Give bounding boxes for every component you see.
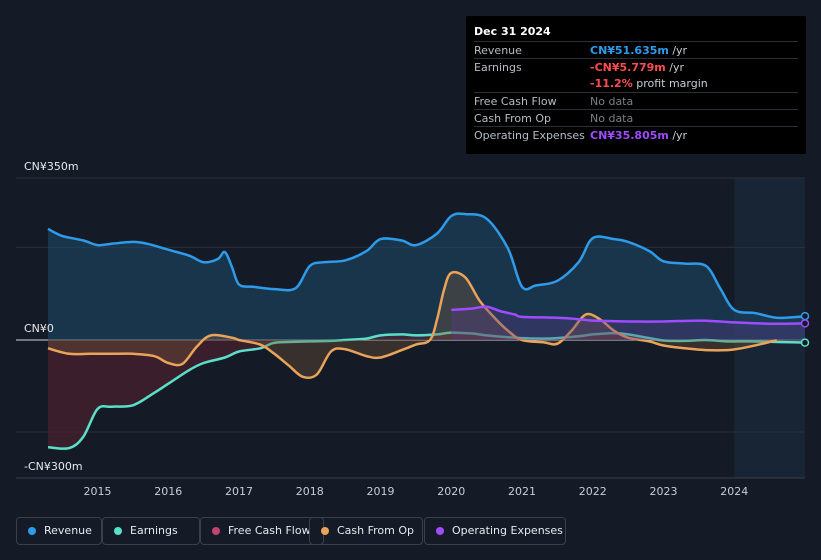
y-axis-top-label: CN¥350m xyxy=(24,160,79,173)
tooltip-row-cfo: Cash From Op No data xyxy=(474,109,798,127)
x-tick-label: 2018 xyxy=(296,485,324,498)
legend-item-revenue[interactable]: Revenue xyxy=(16,517,102,545)
legend-label: Earnings xyxy=(130,524,178,537)
tooltip-row-revenue: Revenue CN¥51.635m /yr xyxy=(474,41,798,59)
revenue-dot-icon xyxy=(28,527,36,535)
tooltip-unit: /yr xyxy=(668,129,688,142)
revenue-line xyxy=(47,212,806,320)
cash-from-op-line xyxy=(47,270,778,380)
legend-label: Free Cash Flow xyxy=(228,524,311,537)
free-cash-flow-dot-icon xyxy=(212,527,220,535)
tooltip-key: Earnings xyxy=(474,61,522,74)
operating-expenses-line xyxy=(451,305,806,326)
tooltip-row-fcf: Free Cash Flow No data xyxy=(474,92,798,110)
tooltip-key: Free Cash Flow xyxy=(474,95,557,108)
operating-expenses-dot-icon xyxy=(436,527,444,535)
y-axis-zero-label: CN¥0 xyxy=(24,322,54,335)
tooltip-panel: Dec 31 2024 Revenue CN¥51.635m /yr Earni… xyxy=(466,16,806,154)
tooltip-value: No data xyxy=(590,112,634,125)
legend-item-earnings[interactable]: Earnings xyxy=(102,517,200,545)
earnings-line xyxy=(47,331,806,450)
x-tick-label: 2017 xyxy=(225,485,253,498)
legend-item-free-cash-flow[interactable]: Free Cash Flow xyxy=(200,517,324,545)
x-tick-label: 2020 xyxy=(437,485,465,498)
tooltip-unit: profit margin xyxy=(632,77,708,90)
chart: CN¥350m CN¥0 -CN¥300m 2015 2016 2017 2018 20… xyxy=(16,160,810,498)
series-layer xyxy=(47,212,806,450)
x-tick-label: 2024 xyxy=(720,485,748,498)
x-axis-ticks: 2015 2016 2017 2018 2019 2020 2021 2022 2023 2024 xyxy=(84,485,749,498)
legend-label: Revenue xyxy=(44,524,92,537)
legend-label: Operating Expenses xyxy=(452,524,563,537)
legend-item-operating-expenses[interactable]: Operating Expenses xyxy=(424,517,566,545)
tooltip-unit: /yr xyxy=(665,61,685,74)
revenue-area xyxy=(48,213,805,340)
operating-expenses-end-marker xyxy=(800,319,810,328)
tooltip-row-earnings: Earnings -CN¥5.779m /yr xyxy=(474,58,798,76)
operating-expenses-area xyxy=(451,306,805,340)
earnings-dot-icon xyxy=(114,527,122,535)
x-tick-label: 2015 xyxy=(84,485,112,498)
x-tick-label: 2021 xyxy=(508,485,536,498)
x-tick-label: 2016 xyxy=(154,485,182,498)
tooltip-value: No data xyxy=(590,95,634,108)
earnings-area xyxy=(48,332,805,449)
legend-item-cash-from-op[interactable]: Cash From Op xyxy=(309,517,423,545)
tooltip-value: CN¥35.805m xyxy=(590,129,669,142)
x-tick-label: 2019 xyxy=(367,485,395,498)
tooltip-value: -11.2% xyxy=(590,77,633,90)
x-tick-label: 2022 xyxy=(579,485,607,498)
tooltip-unit: /yr xyxy=(668,44,688,57)
tooltip-key: Revenue xyxy=(474,44,522,57)
tooltip-key: Operating Expenses xyxy=(474,129,585,142)
revenue-end-marker xyxy=(800,311,810,321)
legend-label: Cash From Op xyxy=(337,524,415,537)
tooltip-row-opex: Operating Expenses CN¥35.805m /yr xyxy=(474,126,798,144)
y-axis-bottom-label: -CN¥300m xyxy=(24,460,83,473)
tooltip-value: CN¥51.635m xyxy=(590,44,669,57)
tooltip-date: Dec 31 2024 xyxy=(474,25,551,38)
end-markers xyxy=(800,311,810,347)
tooltip-value: -CN¥5.779m xyxy=(590,61,666,74)
cash-from-op-dot-icon xyxy=(321,527,329,535)
tooltip-key: Cash From Op xyxy=(474,112,552,125)
x-tick-label: 2023 xyxy=(650,485,678,498)
tooltip-row-margin: -11.2% profit margin xyxy=(474,75,798,92)
earnings-end-marker xyxy=(800,338,810,347)
